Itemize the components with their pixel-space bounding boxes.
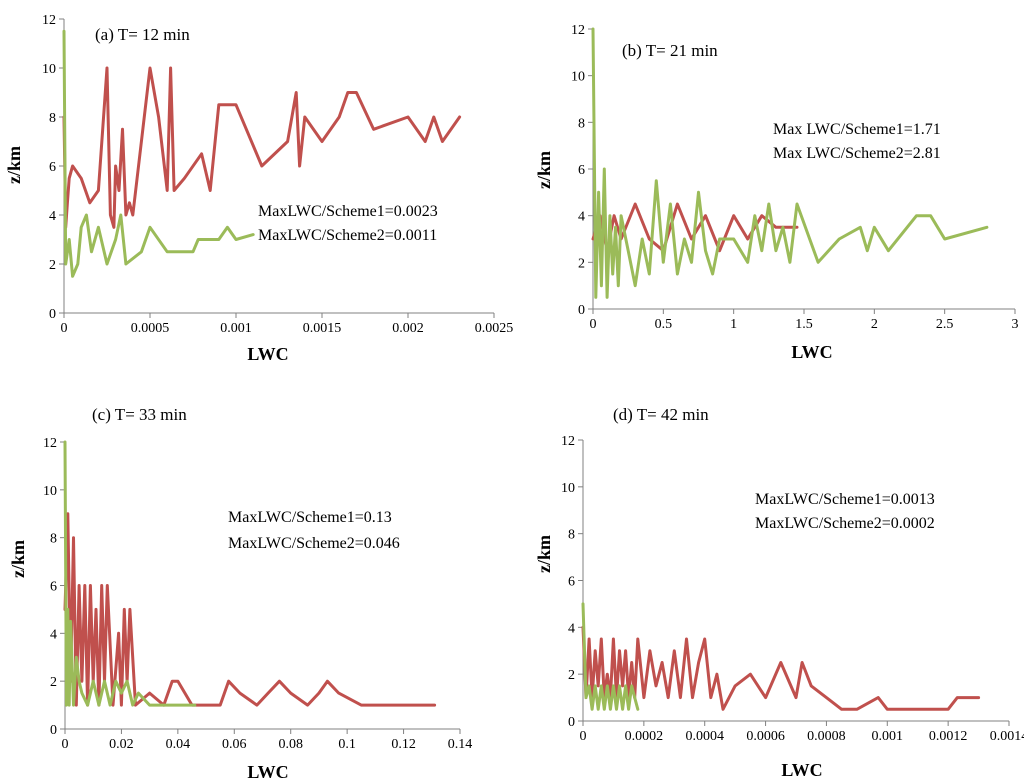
x-tick-label: 0.1 [338, 737, 356, 752]
y-tick-label: 2 [578, 256, 585, 271]
series-group [591, 27, 989, 299]
x-axis-label: LWC [791, 342, 832, 362]
series-line-scheme1 [581, 625, 981, 711]
x-tick-label: 2.5 [936, 317, 954, 332]
axes-group [578, 439, 1010, 726]
x-tick-label: 0 [580, 729, 587, 744]
y-tick-label: 2 [49, 258, 56, 273]
annotation-scheme2: Max LWC/Scheme2=2.81 [773, 145, 941, 162]
y-tick-label: 0 [568, 715, 575, 730]
series-line-scheme2 [591, 27, 989, 299]
x-axis-label: LWC [247, 762, 288, 782]
x-tick-label: 3 [1012, 317, 1019, 332]
y-tick-label: 4 [50, 627, 57, 642]
x-axis-label: LWC [781, 760, 822, 780]
x-tick-label: 0.04 [166, 737, 191, 752]
series-group [63, 440, 437, 707]
series-group [581, 602, 981, 711]
chart-panel-b: 0 0.5 1 1.5 2 2.5 3 0 2 4 6 8 10 12 (b) T= 21 min Max… [534, 23, 1019, 362]
x-tick-label: 0.06 [222, 737, 247, 752]
x-tick-label: 0.0014 [990, 729, 1024, 744]
x-tick-label: 0.08 [278, 737, 303, 752]
series-line-scheme2 [62, 29, 255, 278]
x-tick-label: 1.5 [795, 317, 813, 332]
x-tick-label: 2 [871, 317, 878, 332]
y-tick-label: 10 [43, 484, 57, 499]
x-tick-label: 0.02 [109, 737, 134, 752]
x-tick-label: 0.14 [448, 737, 473, 752]
y-tick-label: 6 [50, 580, 57, 595]
y-tick-label: 12 [571, 23, 585, 38]
y-tick-label: 2 [568, 668, 575, 683]
x-tick-label: 0.002 [392, 321, 424, 336]
x-tick-label: 1 [730, 317, 737, 332]
series-line-scheme2 [63, 440, 197, 707]
y-tick-label: 0 [578, 303, 585, 318]
y-tick-label: 12 [561, 434, 575, 449]
panel-title: (c) T= 33 min [92, 405, 187, 424]
x-tick-label: 0 [61, 321, 68, 336]
x-tick-label: 0.0002 [625, 729, 664, 744]
y-tick-label: 0 [49, 307, 56, 322]
y-tick-label: 8 [578, 116, 585, 131]
x-tick-label: 0 [62, 737, 69, 752]
tick-labels-group: 0 0.5 1 1.5 2 2.5 3 0 2 4 6 8 10 12 [571, 23, 1019, 332]
y-tick-label: 6 [578, 163, 585, 178]
panel-title: (d) T= 42 min [613, 405, 709, 424]
y-tick-label: 8 [568, 528, 575, 543]
y-axis-label: z/km [534, 151, 554, 189]
y-tick-label: 12 [43, 436, 57, 451]
chart-panel-c: 0 0.02 0.04 0.06 0.08 0.1 0.12 0.14 0 2 4 6 8 10 12 (c… [8, 405, 472, 782]
series-group [62, 29, 462, 278]
x-tick-label: 0.5 [655, 317, 673, 332]
y-tick-label: 2 [50, 675, 57, 690]
series-line-scheme1 [62, 66, 462, 229]
chart-panel-a: 0 0.0005 0.001 0.0015 0.002 0.0025 0 2 4 6 8 10 12 (… [4, 13, 513, 364]
y-axis-label: z/km [534, 535, 554, 573]
y-tick-label: 4 [578, 210, 585, 225]
x-tick-label: 0.0008 [807, 729, 846, 744]
x-tick-label: 0.0012 [929, 729, 968, 744]
annotation-scheme2: MaxLWC/Scheme2=0.0002 [755, 515, 935, 532]
annotation-scheme2: MaxLWC/Scheme2=0.0011 [258, 227, 437, 244]
y-axis-label: z/km [4, 146, 24, 184]
x-tick-label: 0.0015 [303, 321, 342, 336]
y-tick-label: 10 [571, 70, 585, 85]
x-tick-label: 0.12 [391, 737, 416, 752]
y-tick-label: 6 [568, 575, 575, 590]
panel-title: (a) T= 12 min [95, 25, 190, 44]
annotation-scheme1: MaxLWC/Scheme1=0.0023 [258, 203, 438, 220]
y-axis-label: z/km [8, 540, 28, 578]
y-tick-label: 4 [49, 209, 56, 224]
x-tick-label: 0 [590, 317, 597, 332]
y-tick-label: 8 [50, 532, 57, 547]
x-tick-label: 0.001 [872, 729, 904, 744]
series-line-scheme1 [63, 512, 437, 707]
y-tick-label: 0 [50, 723, 57, 738]
x-tick-label: 0.001 [220, 321, 252, 336]
x-tick-label: 0.0025 [475, 321, 514, 336]
annotation-scheme1: MaxLWC/Scheme1=0.0013 [755, 491, 935, 508]
tick-labels-group: 0 0.02 0.04 0.06 0.08 0.1 0.12 0.14 0 2 4 6 8 10 12 [43, 436, 472, 752]
annotation-scheme2: MaxLWC/Scheme2=0.046 [228, 535, 400, 552]
x-tick-label: 0.0004 [685, 729, 724, 744]
x-axis-label: LWC [247, 344, 288, 364]
annotation-scheme1: Max LWC/Scheme1=1.71 [773, 121, 941, 138]
y-tick-label: 4 [568, 621, 575, 636]
y-tick-label: 8 [49, 111, 56, 126]
tick-labels-group: 0 0.0005 0.001 0.0015 0.002 0.0025 0 2 4 6 8 10 12 [42, 13, 513, 336]
panel-title: (b) T= 21 min [622, 41, 718, 60]
chart-panel-d: 0 0.0002 0.0004 0.0006 0.0008 0.001 0.0012 0.00… [534, 405, 1024, 780]
annotation-scheme1: MaxLWC/Scheme1=0.13 [228, 509, 392, 526]
y-tick-label: 6 [49, 160, 56, 175]
x-tick-label: 0.0005 [131, 321, 170, 336]
tick-labels-group: 0 0.0002 0.0004 0.0006 0.0008 0.001 0.0012 0.00… [561, 434, 1024, 744]
axes-group [588, 28, 1016, 314]
y-tick-label: 10 [561, 481, 575, 496]
series-line-scheme2 [581, 602, 640, 711]
x-tick-label: 0.0006 [746, 729, 785, 744]
y-tick-label: 10 [42, 62, 56, 77]
y-tick-label: 12 [42, 13, 56, 28]
